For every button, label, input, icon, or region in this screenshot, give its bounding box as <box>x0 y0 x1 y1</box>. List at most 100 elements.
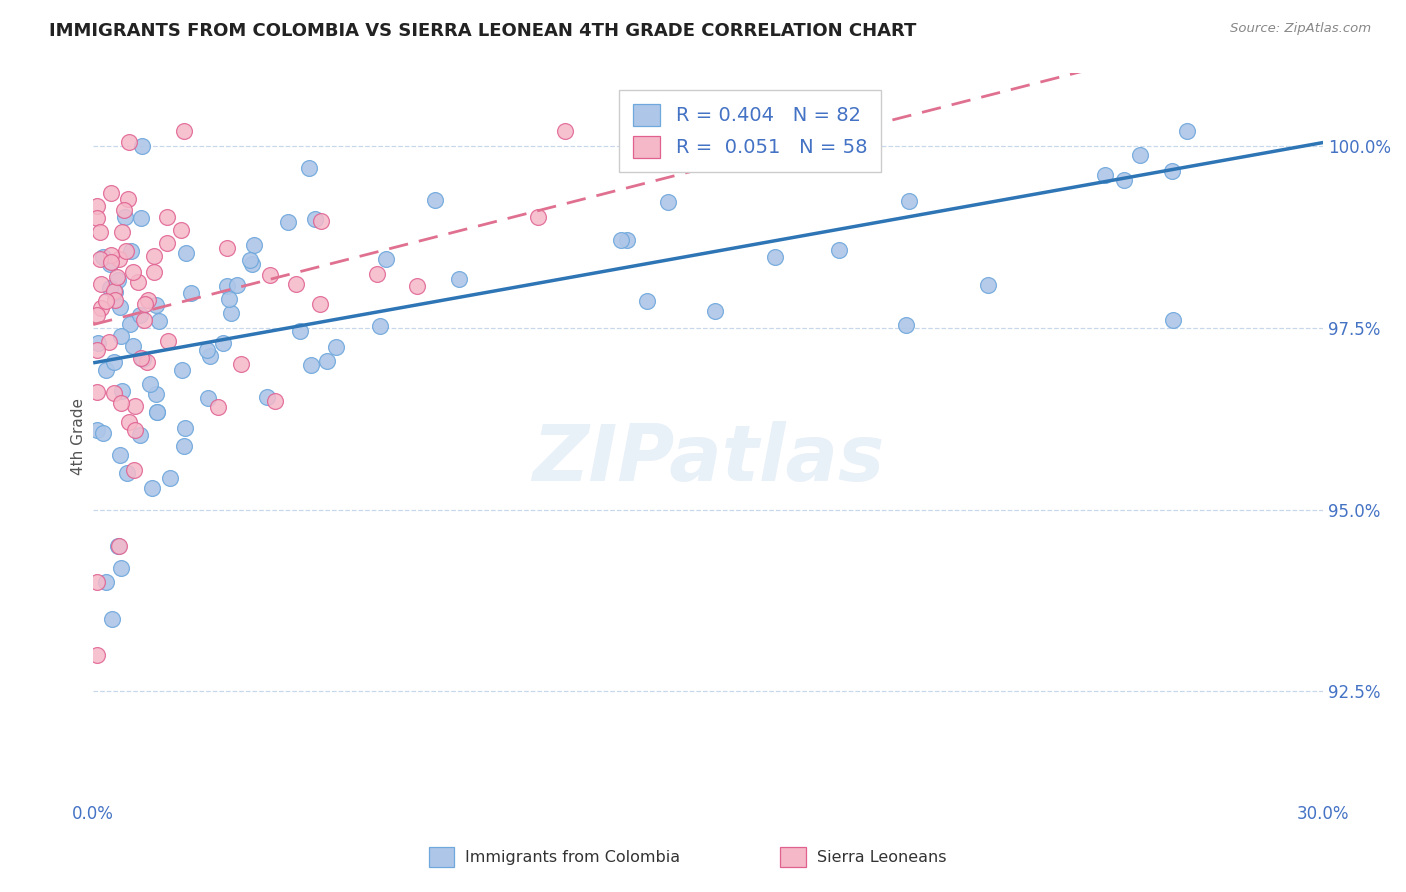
Point <box>90 301 112 315</box>
Point <box>142 265 165 279</box>
Point <box>1175 124 1198 138</box>
Point <box>120 317 142 331</box>
Point <box>103 355 125 369</box>
Point <box>141 481 163 495</box>
Point <box>110 328 132 343</box>
Point <box>86 648 108 662</box>
Point <box>828 243 851 257</box>
Point <box>298 161 321 175</box>
Point <box>86 199 108 213</box>
Point <box>284 277 307 291</box>
Point <box>90 277 112 292</box>
Point <box>131 352 153 367</box>
Point <box>86 211 108 225</box>
Point <box>128 427 150 442</box>
Point <box>264 394 287 409</box>
Point <box>259 268 281 282</box>
Point <box>554 124 576 138</box>
Point <box>103 284 125 298</box>
Point <box>315 354 337 368</box>
Point <box>145 298 167 312</box>
Point <box>240 257 263 271</box>
Point <box>86 575 108 590</box>
Point <box>89 225 111 239</box>
Point <box>145 387 167 401</box>
Point <box>129 211 152 226</box>
Point <box>105 270 128 285</box>
Point <box>616 233 638 247</box>
Point <box>299 358 322 372</box>
Point <box>111 225 134 239</box>
Point <box>198 349 221 363</box>
Text: IMMIGRANTS FROM COLOMBIA VS SIERRA LEONEAN 4TH GRADE CORRELATION CHART: IMMIGRANTS FROM COLOMBIA VS SIERRA LEONE… <box>49 22 917 40</box>
Point <box>128 308 150 322</box>
Point <box>1163 312 1185 326</box>
Point <box>98 257 121 271</box>
Point <box>610 233 633 247</box>
Point <box>94 362 117 376</box>
Point <box>104 285 127 300</box>
Point <box>145 405 167 419</box>
Point <box>107 273 129 287</box>
Point <box>703 303 725 318</box>
Point <box>148 313 170 327</box>
Point <box>898 194 921 209</box>
Point <box>110 561 132 575</box>
Point <box>107 539 129 553</box>
Point <box>91 250 114 264</box>
Point <box>129 351 152 365</box>
Point <box>174 421 197 435</box>
Point <box>143 249 166 263</box>
Point <box>118 416 141 430</box>
Point <box>86 309 108 323</box>
Point <box>94 575 117 590</box>
Point <box>1160 164 1182 178</box>
Point <box>218 292 240 306</box>
Text: Sierra Leoneans: Sierra Leoneans <box>817 850 946 864</box>
Point <box>108 539 131 553</box>
Point <box>977 277 1000 292</box>
Point <box>103 385 125 400</box>
Point <box>104 293 127 308</box>
Text: Immigrants from Colombia: Immigrants from Colombia <box>465 850 681 864</box>
Point <box>231 357 253 371</box>
Legend: R = 0.404   N = 82, R =  0.051   N = 58: R = 0.404 N = 82, R = 0.051 N = 58 <box>620 90 882 172</box>
Point <box>127 275 149 289</box>
Point <box>195 343 218 357</box>
Point <box>763 250 786 264</box>
Point <box>219 306 242 320</box>
Point <box>225 277 247 292</box>
Point <box>110 396 132 410</box>
Point <box>405 279 427 293</box>
Point <box>124 399 146 413</box>
Point <box>97 334 120 349</box>
Point <box>110 384 132 399</box>
Point <box>131 139 153 153</box>
Point <box>110 448 132 462</box>
Point <box>100 248 122 262</box>
Point <box>118 135 141 149</box>
Point <box>110 300 132 314</box>
Point <box>98 281 121 295</box>
Point <box>239 253 262 268</box>
Point <box>215 240 238 254</box>
Point <box>100 186 122 201</box>
Point <box>172 363 194 377</box>
Point <box>423 193 446 207</box>
Point <box>91 425 114 440</box>
Point <box>87 336 110 351</box>
Point <box>139 376 162 391</box>
Point <box>325 340 347 354</box>
Point <box>447 272 470 286</box>
Point <box>170 223 193 237</box>
Point <box>207 401 229 415</box>
Point <box>115 244 138 258</box>
Point <box>86 423 108 437</box>
Point <box>375 252 398 266</box>
Point <box>134 296 156 310</box>
Point <box>89 252 111 267</box>
Point <box>122 463 145 477</box>
Point <box>288 325 311 339</box>
Point <box>115 466 138 480</box>
Text: Source: ZipAtlas.com: Source: ZipAtlas.com <box>1230 22 1371 36</box>
